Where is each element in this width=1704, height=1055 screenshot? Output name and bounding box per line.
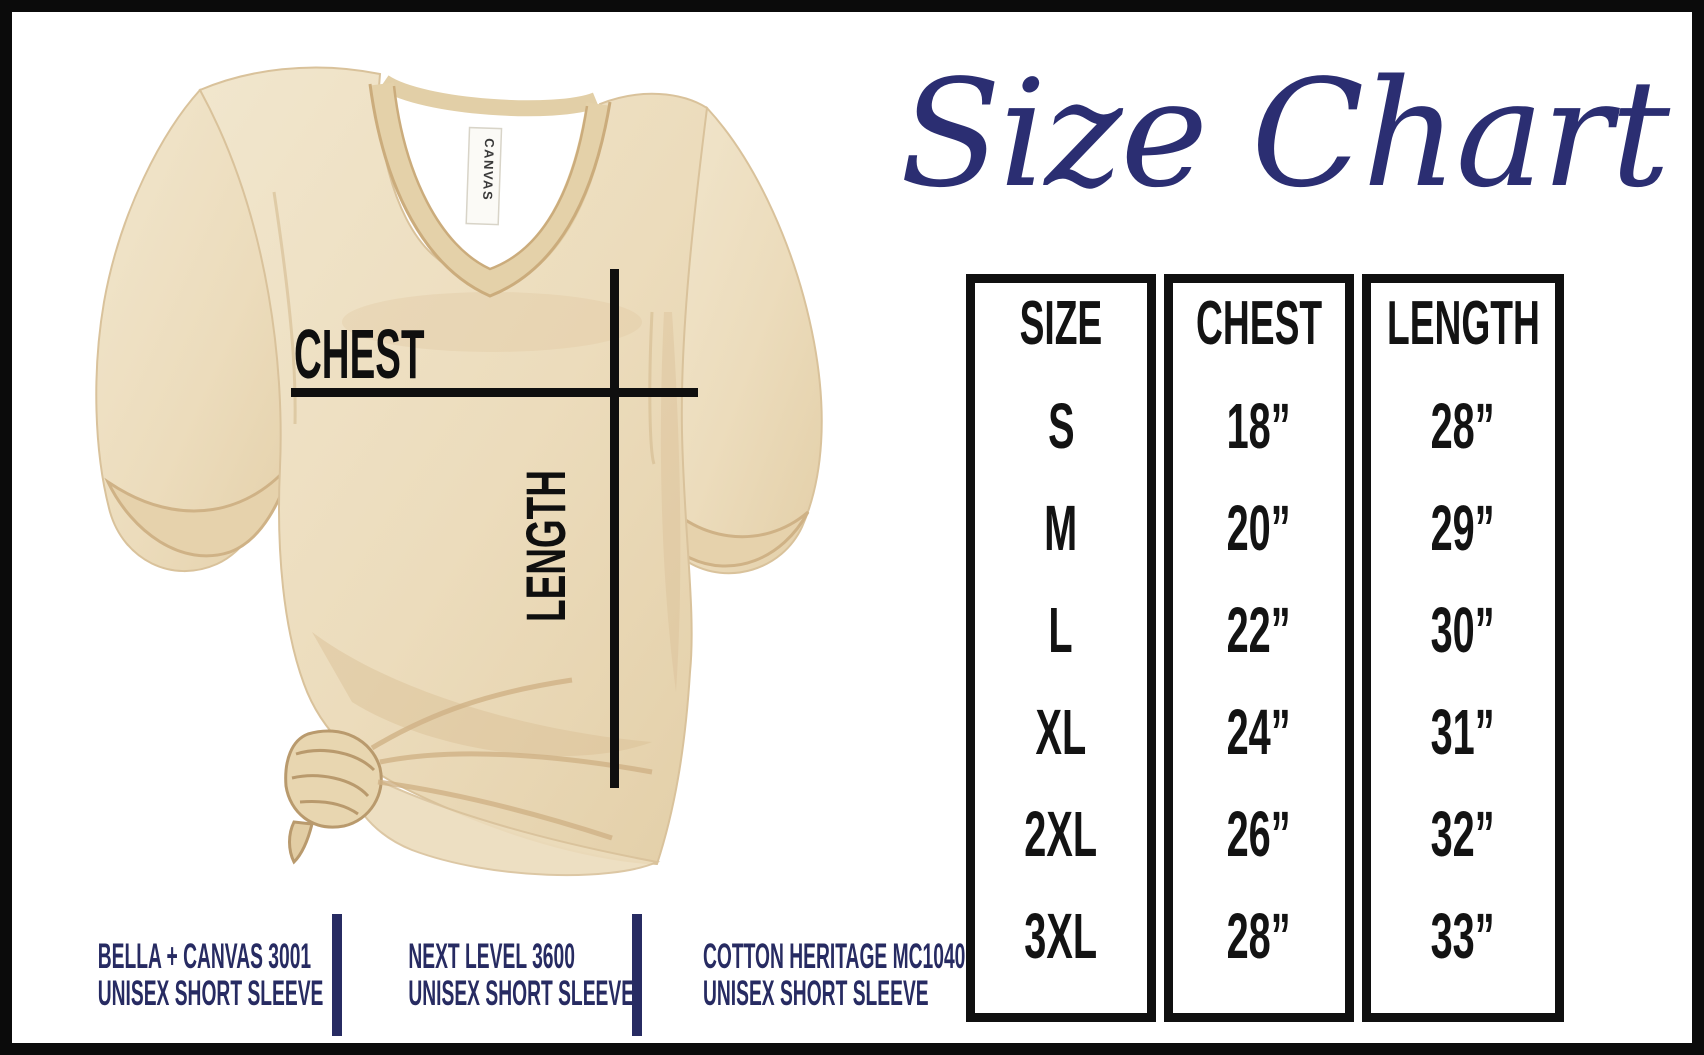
brand-name: COTTON HERITAGE MC1040 — [702, 937, 966, 976]
table-column-chest: CHEST 18” 20” 22” 24” 26” 28” — [1164, 274, 1354, 1022]
brand-cotton-heritage: COTTON HERITAGE MC1040 UNISEX SHORT SLEE… — [644, 937, 966, 1013]
length-measure-label: LENGTH — [514, 470, 577, 622]
column-header-length: LENGTH — [1386, 289, 1540, 358]
brand-name: BELLA + CANVAS 3001 — [97, 937, 312, 976]
brand-bella-canvas: BELLA + CANVAS 3001 UNISEX SHORT SLEEVE — [32, 938, 324, 1012]
table-column-length: LENGTH 28” 29” 30” 31” 32” 33” — [1362, 274, 1564, 1022]
tshirt-knot-tail — [288, 820, 314, 865]
length-measure-label-text: LENGTH — [514, 470, 577, 622]
column-header-size: SIZE — [1019, 289, 1103, 358]
tshirt-collar-back — [379, 75, 600, 117]
brand-style: UNISEX SHORT SLEEVE — [408, 974, 635, 1013]
length-cell: 33” — [1431, 900, 1495, 972]
column-header-chest: CHEST — [1195, 289, 1323, 358]
length-cell: 31” — [1431, 696, 1495, 768]
tshirt-collar-band — [370, 82, 610, 295]
chest-cell: 26” — [1227, 798, 1291, 870]
size-table: SIZE S M L XL 2XL 3XL CHEST 18” 20” 22” … — [966, 274, 1566, 1022]
length-measure-line — [610, 269, 619, 788]
length-cell: 29” — [1431, 492, 1495, 564]
neck-tag: CANVAS — [465, 126, 503, 226]
page-title: Size Chart — [899, 48, 1670, 220]
brand-divider — [332, 914, 342, 1036]
size-cell: 3XL — [1024, 900, 1098, 972]
size-cell: S — [1047, 390, 1075, 462]
chest-cell: 20” — [1227, 492, 1291, 564]
tshirt-collar-edge — [392, 85, 589, 271]
neck-tag-text: CANVAS — [480, 138, 497, 201]
tshirt-left-cuff — [104, 461, 294, 558]
tshirt-knot-twists — [291, 749, 376, 816]
size-cell: 2XL — [1024, 798, 1098, 870]
size-cell: L — [1048, 594, 1074, 666]
tshirt-shading — [342, 292, 642, 352]
size-cell: XL — [1035, 696, 1087, 768]
chest-cell: 28” — [1227, 900, 1291, 972]
tshirt-collar-edge — [368, 83, 612, 298]
brand-divider — [632, 914, 642, 1036]
chest-cell: 22” — [1227, 594, 1291, 666]
chest-measure-line — [291, 388, 698, 397]
brand-style: UNISEX SHORT SLEEVE — [702, 974, 929, 1013]
brand-name: NEXT LEVEL 3600 — [408, 937, 575, 976]
brand-next-level: NEXT LEVEL 3600 UNISEX SHORT SLEEVE — [344, 937, 635, 1013]
table-column-size: SIZE S M L XL 2XL 3XL — [966, 274, 1156, 1022]
length-cell: 28” — [1431, 390, 1495, 462]
brand-style: UNISEX SHORT SLEEVE — [97, 974, 324, 1013]
tshirt-seam — [272, 191, 656, 465]
length-cell: 30” — [1431, 594, 1495, 666]
size-cell: M — [1044, 492, 1078, 564]
chest-cell: 24” — [1227, 696, 1291, 768]
chest-cell: 18” — [1227, 390, 1291, 462]
tshirt-illustration: CANVAS — [95, 66, 823, 877]
tshirt-shading — [660, 312, 681, 692]
tshirt-photo: CANVAS CHEST LENGTH — [12, 12, 872, 892]
tshirt-hem-drape — [340, 760, 661, 877]
length-cell: 32” — [1431, 798, 1495, 870]
chest-measure-label: CHEST — [294, 315, 425, 393]
